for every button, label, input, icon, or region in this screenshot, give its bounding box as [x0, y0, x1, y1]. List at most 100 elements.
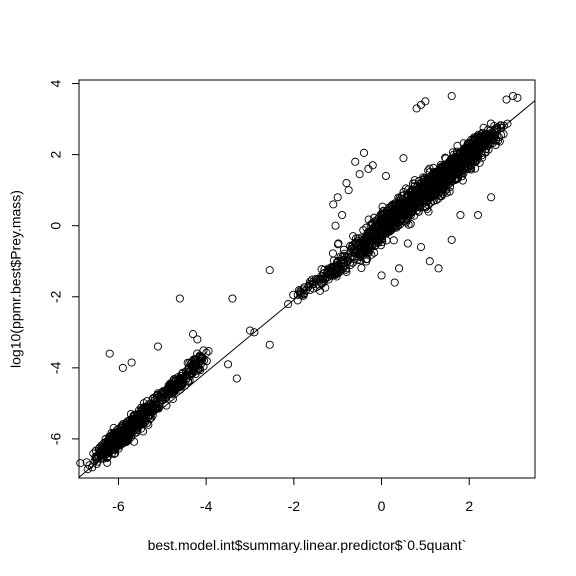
data-point	[91, 452, 101, 461]
y-tick-label: 0	[48, 222, 64, 230]
data-point	[382, 236, 391, 245]
data-point	[502, 95, 511, 104]
data-point	[138, 411, 147, 420]
data-points	[76, 91, 522, 474]
data-point	[473, 210, 483, 220]
data-point	[437, 191, 446, 200]
data-point	[467, 161, 476, 170]
data-point	[447, 157, 456, 166]
data-point	[394, 193, 403, 202]
data-point	[328, 249, 337, 258]
data-point	[466, 143, 476, 152]
data-point	[403, 239, 412, 248]
data-point	[390, 278, 399, 287]
data-point	[118, 419, 128, 429]
data-point	[447, 91, 456, 101]
data-point	[355, 170, 364, 179]
data-point	[453, 141, 462, 150]
data-point	[430, 181, 439, 191]
data-point	[405, 210, 414, 219]
data-point	[434, 264, 443, 273]
data-point	[436, 160, 445, 169]
data-point	[105, 433, 114, 442]
data-point	[196, 353, 205, 362]
data-point	[439, 173, 449, 182]
y-tick-label: 4	[48, 79, 64, 87]
data-point	[126, 410, 135, 419]
data-point	[136, 403, 146, 412]
data-point	[153, 342, 162, 351]
reference-line	[78, 100, 536, 478]
data-point	[381, 171, 390, 180]
data-point	[368, 161, 377, 170]
data-point	[157, 396, 166, 405]
x-tick-label: 2	[465, 498, 473, 514]
data-point	[513, 93, 522, 102]
data-point	[418, 189, 427, 198]
y-axis-label: log10(ppmr.best$Prey.mass)	[8, 190, 24, 368]
data-point	[88, 463, 97, 472]
data-point	[426, 183, 435, 192]
data-point	[333, 193, 342, 202]
data-point	[377, 271, 386, 280]
data-point	[178, 368, 187, 377]
data-point	[362, 257, 371, 266]
data-point	[111, 444, 120, 453]
data-point	[475, 158, 484, 167]
x-tick-label: 0	[378, 498, 386, 514]
data-point	[456, 210, 465, 220]
data-point	[183, 358, 192, 367]
data-point	[477, 151, 486, 160]
data-point	[143, 405, 152, 414]
data-point	[224, 360, 233, 369]
data-point	[340, 251, 349, 260]
data-point	[323, 267, 332, 276]
data-point	[105, 349, 114, 358]
data-point	[359, 148, 369, 157]
data-point	[381, 225, 390, 234]
data-point	[415, 186, 424, 195]
data-point	[421, 97, 430, 106]
plot-frame	[78, 79, 536, 479]
data-point	[296, 289, 305, 298]
data-point	[170, 380, 179, 389]
data-point	[382, 229, 391, 238]
data-point	[104, 447, 113, 456]
data-point	[387, 202, 396, 211]
data-point	[357, 263, 366, 273]
y-tick-label: -2	[48, 290, 64, 303]
data-point	[170, 383, 179, 392]
data-point	[118, 363, 127, 372]
data-point	[139, 427, 148, 436]
data-point	[123, 431, 132, 440]
y-tick-label: 2	[48, 151, 64, 159]
x-tick-label: -2	[288, 498, 301, 514]
data-point	[377, 234, 386, 243]
data-point	[329, 200, 338, 209]
data-point	[366, 243, 375, 252]
data-point	[133, 413, 142, 422]
data-point	[193, 335, 202, 344]
data-point	[332, 272, 341, 281]
data-point	[403, 215, 412, 225]
data-point	[469, 156, 478, 166]
data-point	[340, 262, 349, 271]
data-point	[184, 377, 193, 386]
data-point	[437, 164, 446, 173]
x-axis-label: best.model.int$summary.linear.predictor$…	[148, 537, 467, 553]
data-point	[405, 201, 414, 210]
y-tick-label: -4	[48, 361, 64, 374]
data-point	[344, 186, 353, 195]
data-point	[105, 438, 114, 447]
y-axis: -6 -4 -2 0 2 4	[48, 79, 79, 445]
data-point	[342, 267, 351, 276]
data-point	[351, 245, 360, 254]
data-point	[171, 384, 180, 394]
x-tick-label: -4	[200, 498, 213, 514]
data-point	[265, 340, 274, 349]
data-point	[191, 358, 200, 368]
data-point	[130, 437, 139, 446]
data-point	[76, 459, 85, 468]
data-point	[447, 167, 456, 176]
data-point	[91, 452, 100, 462]
